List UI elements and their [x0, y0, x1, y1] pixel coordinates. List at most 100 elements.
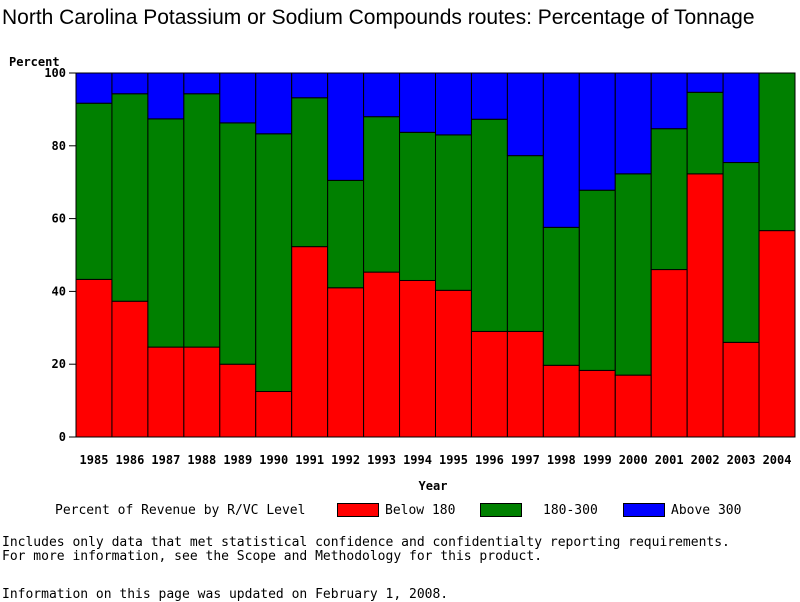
x-tick-label: 1988	[187, 453, 216, 467]
bar-segment-180-300-1997	[506, 155, 544, 332]
bar-segment-180-300-1998	[542, 226, 580, 366]
legend-swatch	[337, 503, 379, 517]
bar-segment-below-180-1993	[363, 271, 401, 438]
bar-segment-below-180-1996	[470, 330, 508, 438]
y-tick-label: 40	[52, 284, 66, 298]
bar-segment-180-300-1989	[219, 122, 257, 365]
y-tick-label: 60	[52, 212, 66, 226]
bar-segment-180-300-1996	[470, 118, 508, 332]
bar-segment-180-300-2003	[722, 162, 760, 343]
legend-swatch	[623, 503, 665, 517]
bar-segment-180-300-2002	[686, 91, 724, 175]
y-axis: 0 20 40 60 80 100	[44, 66, 77, 444]
x-tick-label: 1993	[367, 453, 396, 467]
x-tick-label: 1989	[223, 453, 252, 467]
bar-segment-180-300-1990	[255, 133, 293, 392]
bar-segment-below-180-1991	[291, 246, 329, 438]
footnote-confidentiality: Includes only data that met statistical …	[2, 535, 730, 550]
bar-segment-below-180-1998	[542, 364, 580, 438]
x-tick-label: 2004	[763, 453, 792, 467]
bar-segment-below-180-2001	[650, 269, 688, 438]
x-tick-label: 1987	[151, 453, 180, 467]
bar-segment-above-300-2003	[722, 72, 760, 164]
bar-segment-above-300-1996	[470, 72, 508, 120]
updated-note: Information on this page was updated on …	[2, 587, 449, 602]
x-tick-label: 1986	[115, 453, 144, 467]
bar-segment-below-180-2003	[722, 341, 760, 438]
bar-segment-below-180-1985	[75, 278, 113, 438]
bar-segment-above-300-1989	[219, 72, 257, 124]
chart-title: North Carolina Potassium or Sodium Compo…	[2, 6, 755, 29]
x-tick-label: 2001	[655, 453, 684, 467]
legend-label: Above 300	[671, 503, 742, 518]
x-tick-label: 1990	[259, 453, 288, 467]
y-tick-label: 0	[59, 430, 66, 444]
x-tick-label: 2002	[691, 453, 720, 467]
bar-segment-180-300-1985	[75, 102, 113, 280]
bar-segment-below-180-2000	[614, 374, 652, 438]
bar-segment-below-180-1989	[219, 363, 257, 438]
x-tick-label: 1992	[331, 453, 360, 467]
bar-segment-180-300-1999	[578, 189, 616, 371]
bar-segment-below-180-1987	[147, 346, 185, 438]
y-axis-title: Percent	[9, 55, 60, 69]
bar-segment-180-300-1992	[327, 179, 365, 289]
x-tick-label: 1996	[475, 453, 504, 467]
bar-segment-180-300-1993	[363, 116, 401, 273]
bar-segment-180-300-1986	[111, 93, 149, 302]
legend-label: Below 180	[385, 503, 456, 518]
bar-segment-below-180-1990	[255, 391, 293, 438]
y-tick-label: 80	[52, 139, 66, 153]
footnotes: Includes only data that met statistical …	[2, 536, 730, 564]
bar-segment-180-300-2004	[758, 72, 796, 232]
x-axis-title: Year	[419, 479, 448, 493]
bar-segment-above-300-1995	[435, 72, 472, 136]
bar-segment-180-300-2000	[614, 173, 652, 376]
bar-segment-180-300-1994	[399, 131, 436, 281]
bar-segment-above-300-1998	[542, 72, 580, 228]
bar-segment-above-300-1994	[399, 72, 436, 133]
footnote-methodology: For more information, see the Scope and …	[2, 549, 543, 564]
bar-segment-above-300-1987	[147, 72, 185, 120]
x-tick-label: 1998	[547, 453, 576, 467]
bar-segment-below-180-1992	[327, 287, 365, 438]
bar-segment-180-300-2001	[650, 128, 688, 271]
bar-segment-above-300-1992	[327, 72, 365, 181]
x-tick-label: 1999	[583, 453, 612, 467]
bar-segment-180-300-1995	[435, 134, 472, 291]
bar-segment-above-300-1997	[506, 72, 544, 157]
bar-segment-above-300-2002	[686, 72, 724, 93]
x-tick-label: 1995	[439, 453, 468, 467]
bar-segment-below-180-1994	[399, 279, 436, 438]
bars-group	[75, 72, 796, 438]
bar-segment-above-300-2001	[650, 72, 688, 130]
legend-label: 180-300	[543, 503, 598, 518]
bar-segment-180-300-1987	[147, 118, 185, 348]
bar-segment-180-300-1991	[291, 97, 329, 248]
bar-segment-below-180-1986	[111, 300, 149, 438]
x-tick-label: 2000	[619, 453, 648, 467]
bar-segment-above-300-1993	[363, 72, 401, 118]
legend-title: Percent of Revenue by R/VC Level	[55, 503, 306, 518]
bar-segment-above-300-2000	[614, 72, 652, 175]
x-tick-label: 1994	[403, 453, 432, 467]
bar-segment-below-180-1988	[183, 346, 221, 438]
bar-segment-below-180-1999	[578, 369, 616, 438]
x-tick-label: 1991	[295, 453, 324, 467]
bar-segment-above-300-1999	[578, 72, 616, 191]
bar-segment-180-300-1988	[183, 93, 221, 348]
legend-swatch	[480, 503, 522, 517]
bar-segment-below-180-1997	[506, 330, 544, 438]
y-tick-label: 20	[52, 357, 66, 371]
x-tick-label: 1997	[511, 453, 540, 467]
bar-segment-above-300-1991	[291, 72, 329, 99]
bar-segment-below-180-2002	[686, 173, 724, 438]
x-tick-label: 2003	[727, 453, 756, 467]
bar-segment-above-300-1990	[255, 72, 293, 135]
bar-segment-below-180-1995	[435, 289, 472, 438]
x-axis: 1985 1986 1987 1988 1989 1990 1991 1992 1993 1994…	[76, 436, 795, 467]
bar-segment-above-300-1988	[183, 72, 221, 95]
y-tick-label: 100	[44, 66, 66, 80]
bar-segment-below-180-2004	[758, 230, 796, 438]
